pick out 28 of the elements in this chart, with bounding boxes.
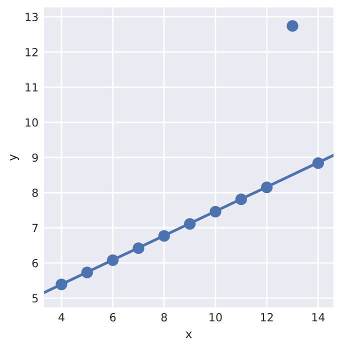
x-tick-label: 8 bbox=[161, 313, 167, 322]
y-axis-title: y bbox=[10, 154, 19, 161]
x-tick-label: 14 bbox=[312, 313, 325, 322]
x-axis-title: x bbox=[186, 332, 192, 338]
point bbox=[235, 194, 247, 206]
x-tick-label: 10 bbox=[210, 313, 222, 322]
y-tick-label: 13 bbox=[26, 12, 38, 22]
point bbox=[132, 242, 144, 254]
y-tick-label: 8 bbox=[32, 188, 38, 198]
x-tick-label: 12 bbox=[260, 313, 273, 322]
x-tick-label: 4 bbox=[58, 313, 64, 322]
point bbox=[184, 218, 196, 230]
y-tick-label: 6 bbox=[32, 258, 38, 268]
y-tick-label: 9 bbox=[32, 153, 38, 162]
point bbox=[261, 182, 273, 194]
y-tick-label: 12 bbox=[26, 48, 38, 56]
y-tick-label: 10 bbox=[26, 118, 38, 127]
point bbox=[158, 230, 170, 242]
x-tick-label: 6 bbox=[110, 313, 116, 322]
point bbox=[210, 206, 222, 218]
point bbox=[286, 20, 298, 32]
point bbox=[312, 157, 324, 169]
y-tick-label: 7 bbox=[32, 224, 38, 232]
point bbox=[81, 266, 93, 278]
y-tick-label: 5 bbox=[32, 294, 38, 303]
y-tick-label: 11 bbox=[26, 83, 38, 92]
point bbox=[107, 254, 119, 266]
point bbox=[56, 278, 68, 290]
